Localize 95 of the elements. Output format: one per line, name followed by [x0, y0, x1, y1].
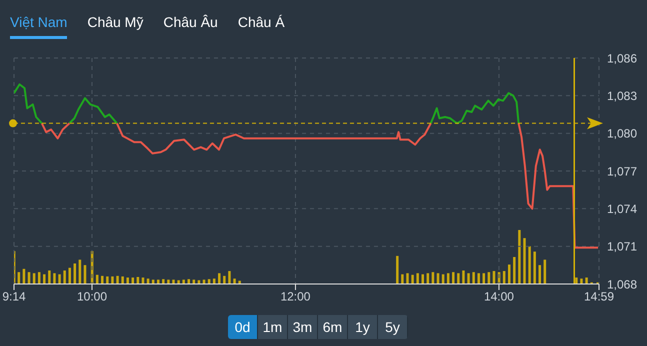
bar — [218, 273, 221, 284]
x-tick-label: 10:00 — [76, 290, 108, 304]
bar — [212, 278, 216, 284]
text: 0d — [228, 315, 258, 339]
bar — [106, 276, 109, 284]
bar — [188, 279, 190, 284]
bar — [432, 272, 434, 284]
bar — [198, 280, 200, 284]
bar — [43, 274, 46, 284]
x-tick-label: 12:00 — [280, 290, 311, 304]
bar — [208, 279, 210, 284]
bar — [482, 273, 486, 284]
y-tick-label: 1,080 — [607, 126, 638, 141]
bar — [513, 257, 516, 284]
bar — [228, 271, 231, 284]
x-tick-label: 9:14 — [2, 290, 26, 304]
bar — [223, 276, 226, 284]
bar — [132, 278, 134, 284]
bar — [426, 273, 430, 284]
bar — [488, 272, 490, 284]
text: Châu Mỹ — [87, 14, 144, 32]
text: Châu Á — [238, 14, 285, 32]
bar — [411, 274, 414, 284]
x-tick-label: 14:59 — [584, 290, 614, 304]
bar — [192, 280, 196, 284]
bar — [172, 280, 175, 284]
bar — [167, 280, 170, 284]
bar — [233, 278, 236, 284]
bar — [457, 273, 460, 284]
bar — [518, 230, 521, 284]
y-tick-label: 1,068 — [607, 277, 638, 292]
bar — [442, 274, 444, 284]
y-tick-label: 1,083 — [607, 88, 638, 103]
bar — [477, 273, 480, 284]
bar — [508, 264, 510, 284]
bar — [78, 260, 82, 284]
bar — [416, 273, 419, 284]
text: Việt Nam — [10, 14, 68, 39]
bar — [28, 272, 30, 284]
bar — [63, 270, 66, 284]
bar — [136, 276, 140, 284]
bar — [585, 278, 588, 284]
bar — [544, 260, 546, 284]
bar — [446, 273, 450, 284]
bar — [111, 276, 114, 284]
bar — [533, 252, 536, 284]
y-tick-label: 1,071 — [607, 240, 638, 254]
bar — [53, 273, 56, 284]
bar — [156, 280, 160, 284]
text: 1m — [258, 315, 288, 339]
y-tick-label: 1,086 — [607, 51, 638, 66]
bar — [32, 273, 36, 284]
text: 5y — [378, 315, 408, 339]
bar — [177, 280, 180, 284]
text: 6m — [318, 315, 348, 339]
bar — [152, 280, 154, 284]
bar — [74, 263, 76, 284]
bar — [22, 268, 26, 284]
bar — [401, 274, 404, 284]
bar — [528, 246, 531, 284]
bar — [406, 273, 409, 284]
bar — [492, 271, 496, 284]
bar — [580, 278, 583, 284]
y-tick-label: 1,077 — [607, 164, 638, 178]
bar — [467, 273, 470, 284]
bar — [422, 274, 424, 284]
bar — [502, 271, 506, 284]
bar — [142, 278, 144, 284]
bar — [462, 270, 465, 284]
text: 3m — [288, 315, 318, 339]
bar — [472, 272, 475, 284]
bar — [96, 274, 98, 284]
text: 1y — [348, 315, 378, 339]
bar — [396, 256, 399, 284]
bar — [18, 272, 20, 284]
bar — [121, 276, 124, 284]
bar — [538, 265, 542, 284]
bar — [146, 278, 150, 284]
bar — [126, 278, 129, 284]
bar — [116, 276, 119, 284]
bar — [436, 273, 440, 284]
x-tick-label: 14:00 — [484, 290, 514, 304]
y-tick-label: 1,074 — [607, 202, 638, 216]
bar — [452, 272, 455, 284]
bar — [523, 238, 526, 284]
bar — [162, 279, 165, 284]
bar — [48, 270, 51, 284]
bar — [84, 265, 86, 284]
bar — [101, 276, 104, 284]
bar — [58, 274, 61, 284]
bar — [202, 280, 206, 284]
text: Châu Âu — [163, 14, 218, 32]
bar — [68, 268, 71, 284]
bar — [182, 280, 185, 284]
bar — [38, 272, 40, 284]
